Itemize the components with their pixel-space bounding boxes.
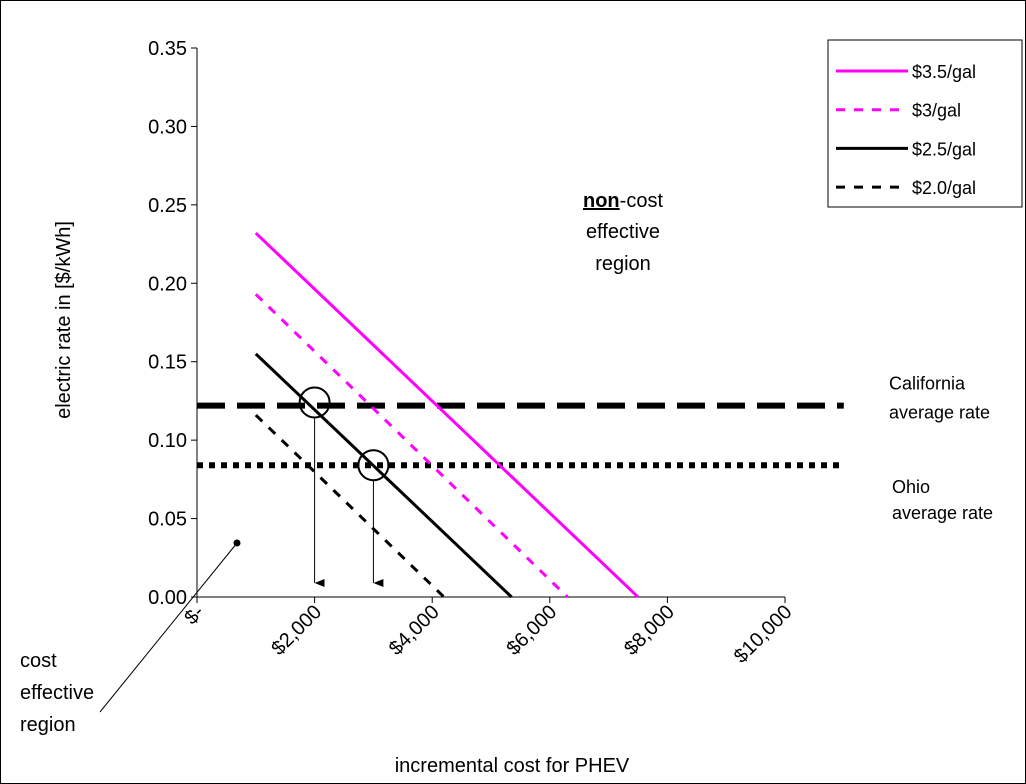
region-label-text: -cost — [620, 190, 664, 212]
y-tick-label: 0.05 — [148, 509, 187, 531]
series-line — [254, 232, 640, 599]
region-label: cost — [20, 650, 57, 672]
legend-label: $3.5/gal — [912, 62, 976, 82]
x-axis-label: incremental cost for PHEV — [395, 755, 630, 777]
reference-label: California — [889, 374, 966, 394]
legend-label: $2.0/gal — [912, 178, 976, 198]
legend-box — [827, 39, 1023, 208]
y-tick-label: 0.10 — [148, 430, 187, 452]
region-label-emphasis: non — [583, 190, 620, 212]
y-tick-label: 0.00 — [148, 587, 187, 609]
y-tick-label: 0.35 — [148, 38, 187, 60]
leader-dot — [233, 539, 241, 547]
series-line — [254, 293, 569, 599]
reference-label: average rate — [889, 403, 990, 423]
region-label: region — [20, 714, 76, 736]
series-line — [254, 413, 446, 599]
legend-label: $2.5/gal — [912, 139, 976, 159]
legend-label: $3/gal — [912, 101, 961, 121]
region-label: effective — [586, 221, 660, 243]
reference-label: average rate — [892, 503, 993, 523]
reference-label: Ohio — [892, 477, 930, 497]
leader-line — [99, 542, 238, 713]
region-label: region — [595, 253, 651, 275]
region-label: non-cost — [583, 190, 663, 212]
region-label: effective — [20, 682, 94, 704]
y-tick-label: 0.20 — [148, 273, 187, 295]
y-tick-label: 0.30 — [148, 116, 187, 138]
y-axis-label: electric rate in [$/kWh] — [53, 221, 75, 419]
y-tick-label: 0.25 — [148, 195, 187, 217]
y-tick-label: 0.15 — [148, 352, 187, 374]
